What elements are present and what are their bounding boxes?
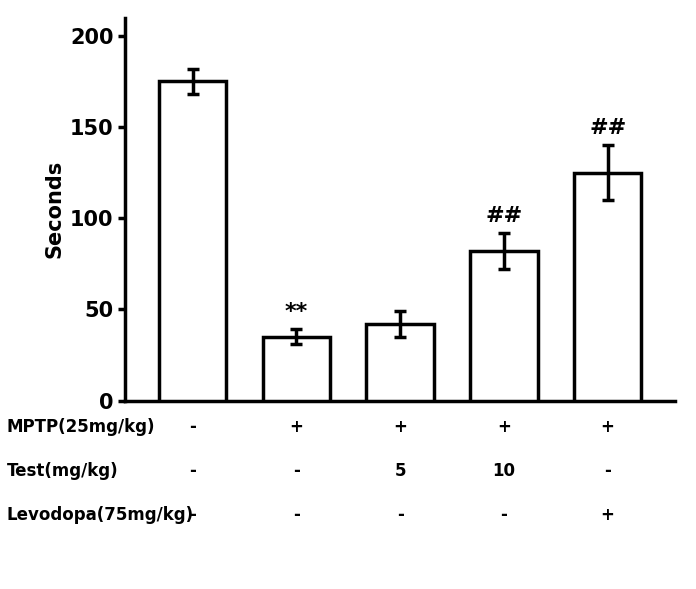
Text: -: - bbox=[500, 507, 507, 524]
Bar bbox=[470, 251, 537, 401]
Bar bbox=[263, 337, 330, 401]
Text: -: - bbox=[604, 462, 611, 480]
Text: -: - bbox=[293, 462, 300, 480]
Text: -: - bbox=[293, 507, 300, 524]
Text: MPTP(25mg/kg): MPTP(25mg/kg) bbox=[7, 418, 155, 436]
Text: **: ** bbox=[285, 302, 308, 322]
Text: Test(mg/kg): Test(mg/kg) bbox=[7, 462, 118, 480]
Text: ##: ## bbox=[485, 206, 523, 226]
Text: -: - bbox=[397, 507, 404, 524]
Text: +: + bbox=[601, 418, 615, 436]
Text: +: + bbox=[393, 418, 407, 436]
Text: Levodopa(75mg/kg): Levodopa(75mg/kg) bbox=[7, 507, 194, 524]
Text: 5: 5 bbox=[395, 462, 406, 480]
Text: +: + bbox=[290, 418, 303, 436]
Text: ##: ## bbox=[589, 118, 626, 138]
Bar bbox=[574, 173, 642, 401]
Text: -: - bbox=[189, 418, 196, 436]
Text: +: + bbox=[497, 418, 511, 436]
Y-axis label: Seconds: Seconds bbox=[45, 160, 64, 258]
Text: -: - bbox=[189, 507, 196, 524]
Bar bbox=[367, 324, 434, 401]
Text: +: + bbox=[601, 507, 615, 524]
Bar bbox=[159, 81, 226, 401]
Text: -: - bbox=[189, 462, 196, 480]
Text: 10: 10 bbox=[493, 462, 516, 480]
